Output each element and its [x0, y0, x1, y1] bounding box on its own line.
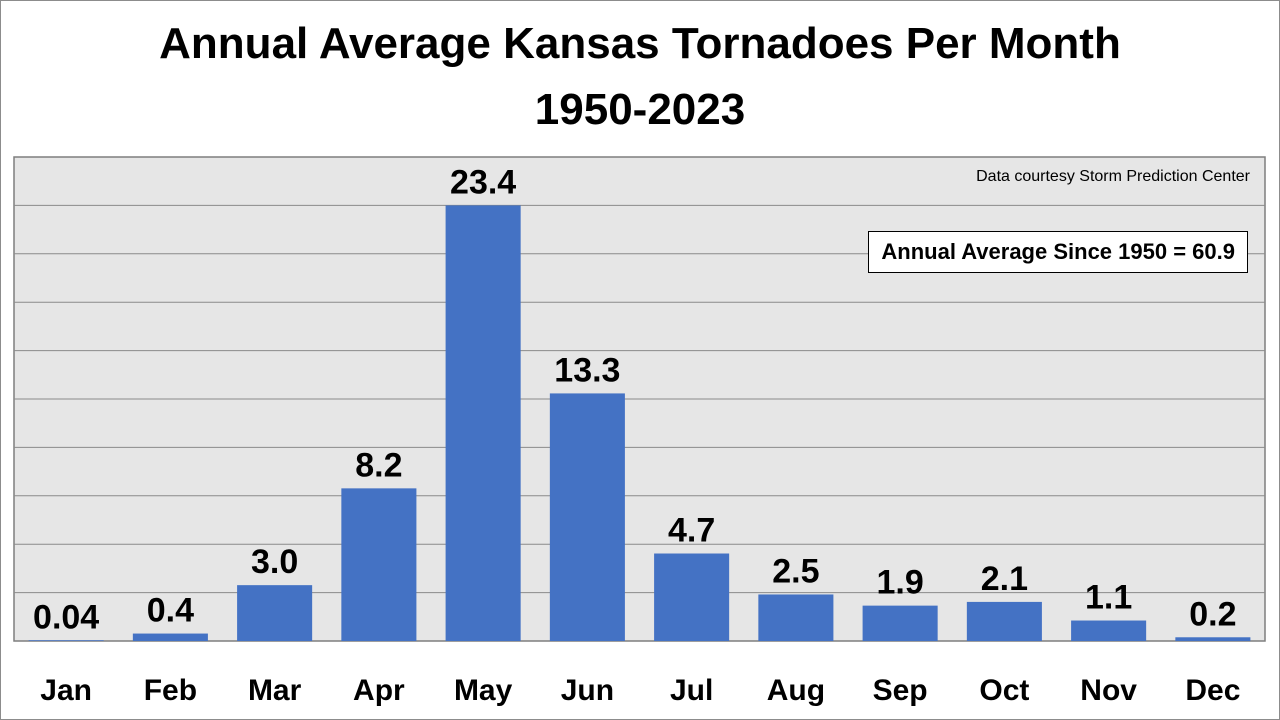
category-label-jul: Jul — [670, 674, 713, 707]
value-label-apr: 8.2 — [355, 446, 402, 484]
bars — [28, 205, 1251, 641]
category-label-jan: Jan — [40, 674, 92, 707]
category-label-apr: Apr — [353, 674, 405, 707]
value-label-mar: 3.0 — [251, 543, 298, 581]
category-label-dec: Dec — [1185, 674, 1240, 707]
value-label-jun: 13.3 — [554, 351, 620, 389]
chart-title-line-2: 1950-2023 — [534, 85, 746, 134]
bar-oct — [966, 601, 1042, 641]
bar-nov — [1071, 620, 1147, 641]
bar-may — [445, 205, 521, 641]
bar-jul — [654, 553, 730, 641]
category-labels: Jan Feb Mar Apr May Jun Jul Aug Sep Oct Nov Dec — [40, 674, 1240, 707]
value-label-oct: 2.1 — [981, 560, 1028, 598]
category-label-aug: Aug — [767, 674, 825, 707]
value-label-aug: 2.5 — [772, 552, 819, 590]
value-labels: 0.04 0.4 3.0 8.2 23.4 13.3 4.7 2.5 1.9 2.1 1.1 0.2 — [33, 163, 1236, 636]
bar-feb — [132, 633, 208, 641]
value-label-sep: 1.9 — [876, 564, 923, 602]
bar-jun — [549, 393, 625, 641]
bar-jan — [28, 640, 104, 641]
gridlines — [14, 204, 1265, 594]
category-label-oct: Oct — [979, 674, 1029, 707]
value-label-jan: 0.04 — [33, 598, 99, 636]
value-label-may: 23.4 — [450, 163, 516, 201]
value-label-feb: 0.4 — [147, 592, 194, 630]
category-label-sep: Sep — [873, 674, 928, 707]
bar-mar — [237, 585, 313, 641]
chart-title-line-1: Annual Average Kansas Tornadoes Per Mont… — [159, 19, 1121, 68]
annual-average-box: Annual Average Since 1950 = 60.9 — [868, 231, 1248, 273]
value-label-jul: 4.7 — [668, 512, 715, 550]
category-label-nov: Nov — [1080, 674, 1137, 707]
bar-apr — [341, 488, 417, 641]
source-note: Data courtesy Storm Prediction Center — [976, 168, 1250, 185]
bar-aug — [758, 594, 834, 641]
value-label-nov: 1.1 — [1085, 579, 1132, 617]
bar-dec — [1175, 637, 1251, 641]
category-label-feb: Feb — [144, 674, 197, 707]
category-label-mar: Mar — [248, 674, 302, 707]
category-label-may: May — [454, 674, 513, 707]
category-label-jun: Jun — [561, 674, 614, 707]
bar-sep — [862, 605, 938, 641]
value-label-dec: 0.2 — [1189, 595, 1236, 633]
